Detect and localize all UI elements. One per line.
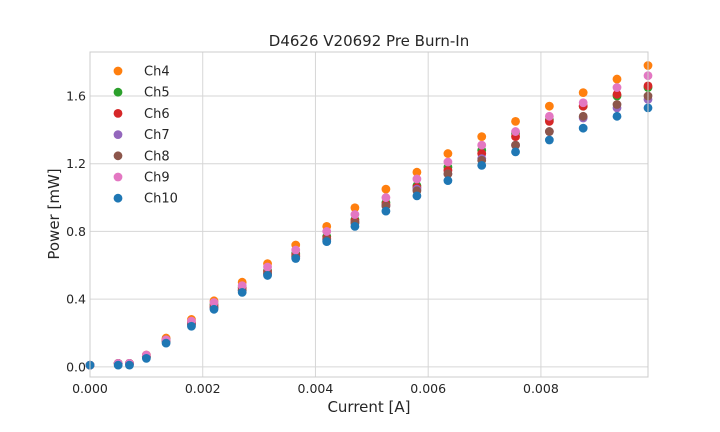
plot-background <box>90 52 648 377</box>
grid <box>89 52 648 377</box>
data-point <box>544 127 554 136</box>
data-point <box>612 111 622 121</box>
data-point <box>578 123 588 133</box>
data-point <box>161 338 171 348</box>
data-point <box>612 83 622 92</box>
data-point <box>544 101 554 111</box>
data-point <box>263 262 272 272</box>
data-point <box>578 111 588 121</box>
data-point <box>412 191 422 201</box>
legend-label: Ch6 <box>144 107 170 122</box>
y-tick-labels: 0.0 0.4 0.8 1.2 1.6 <box>66 89 86 375</box>
x-tick-label: 0.006 <box>410 381 446 396</box>
legend-label: Ch9 <box>144 171 170 186</box>
legend-marker <box>113 87 123 97</box>
data-point <box>578 88 588 98</box>
x-tick-label: 0.008 <box>523 381 559 396</box>
y-tick-label: 1.6 <box>66 89 86 104</box>
plot-frame <box>89 51 649 378</box>
data-point <box>187 321 196 331</box>
y-tick-label: 1.2 <box>66 156 86 171</box>
data-point <box>612 89 622 99</box>
data-point <box>612 74 622 84</box>
legend-marker <box>113 109 123 118</box>
legend-marker <box>113 151 123 161</box>
legend-label: Ch5 <box>144 86 170 101</box>
data-point <box>322 237 332 246</box>
data-point <box>511 117 520 126</box>
legend-marker <box>113 172 123 182</box>
legend-label: Ch8 <box>144 149 170 164</box>
x-tick-labels: 0.000 0.002 0.004 0.006 0.008 <box>72 381 559 396</box>
data-point <box>350 210 360 219</box>
legend-label: Ch4 <box>144 65 170 80</box>
y-tick-label: 0.0 <box>66 359 86 374</box>
data-point <box>443 176 453 186</box>
data-point <box>237 287 247 297</box>
data-point <box>209 304 219 314</box>
data-point <box>477 161 487 170</box>
data-point <box>237 281 247 290</box>
data-point <box>291 245 301 255</box>
data-point <box>322 227 332 236</box>
series-ch10 <box>85 103 653 370</box>
data-point <box>511 140 520 150</box>
data-point <box>511 147 520 157</box>
legend-label: Ch10 <box>144 192 178 207</box>
data-point <box>209 298 219 307</box>
data-point <box>350 221 360 231</box>
data-point <box>612 100 622 109</box>
data-point <box>544 111 554 121</box>
legend-label: Ch7 <box>144 128 170 143</box>
x-tick-label: 0.004 <box>298 381 334 396</box>
data-point <box>443 157 453 167</box>
data-point <box>443 169 453 179</box>
x-tick-label: 0.000 <box>72 381 108 396</box>
data-point <box>125 360 134 370</box>
data-point <box>578 98 588 108</box>
data-point <box>381 184 391 194</box>
legend-marker <box>113 130 123 140</box>
x-axis-label: Current [A] <box>327 398 410 416</box>
y-tick-label: 0.8 <box>66 224 86 239</box>
data-point <box>263 271 272 280</box>
chart-title: D4626 V20692 Pre Burn-In <box>269 32 469 50</box>
data-point <box>544 135 554 145</box>
y-tick-label: 0.4 <box>66 292 86 307</box>
x-tick-label: 0.002 <box>185 381 221 396</box>
data-point <box>477 140 487 150</box>
data-point <box>350 203 360 213</box>
data-point <box>113 360 123 370</box>
data-point <box>412 167 422 177</box>
data-point <box>511 127 520 136</box>
data-point <box>381 206 391 216</box>
y-axis-label: Power [mW] <box>45 168 63 259</box>
data-point <box>477 132 487 142</box>
data-point <box>381 193 391 202</box>
legend-marker <box>113 66 123 76</box>
legend: Ch4 Ch5 Ch6 Ch7 Ch8 Ch9 Ch10 <box>113 65 178 207</box>
data-point <box>443 149 453 158</box>
data-point <box>291 254 301 263</box>
legend-marker <box>113 193 123 203</box>
data-point <box>141 353 151 363</box>
data-point <box>412 174 422 184</box>
